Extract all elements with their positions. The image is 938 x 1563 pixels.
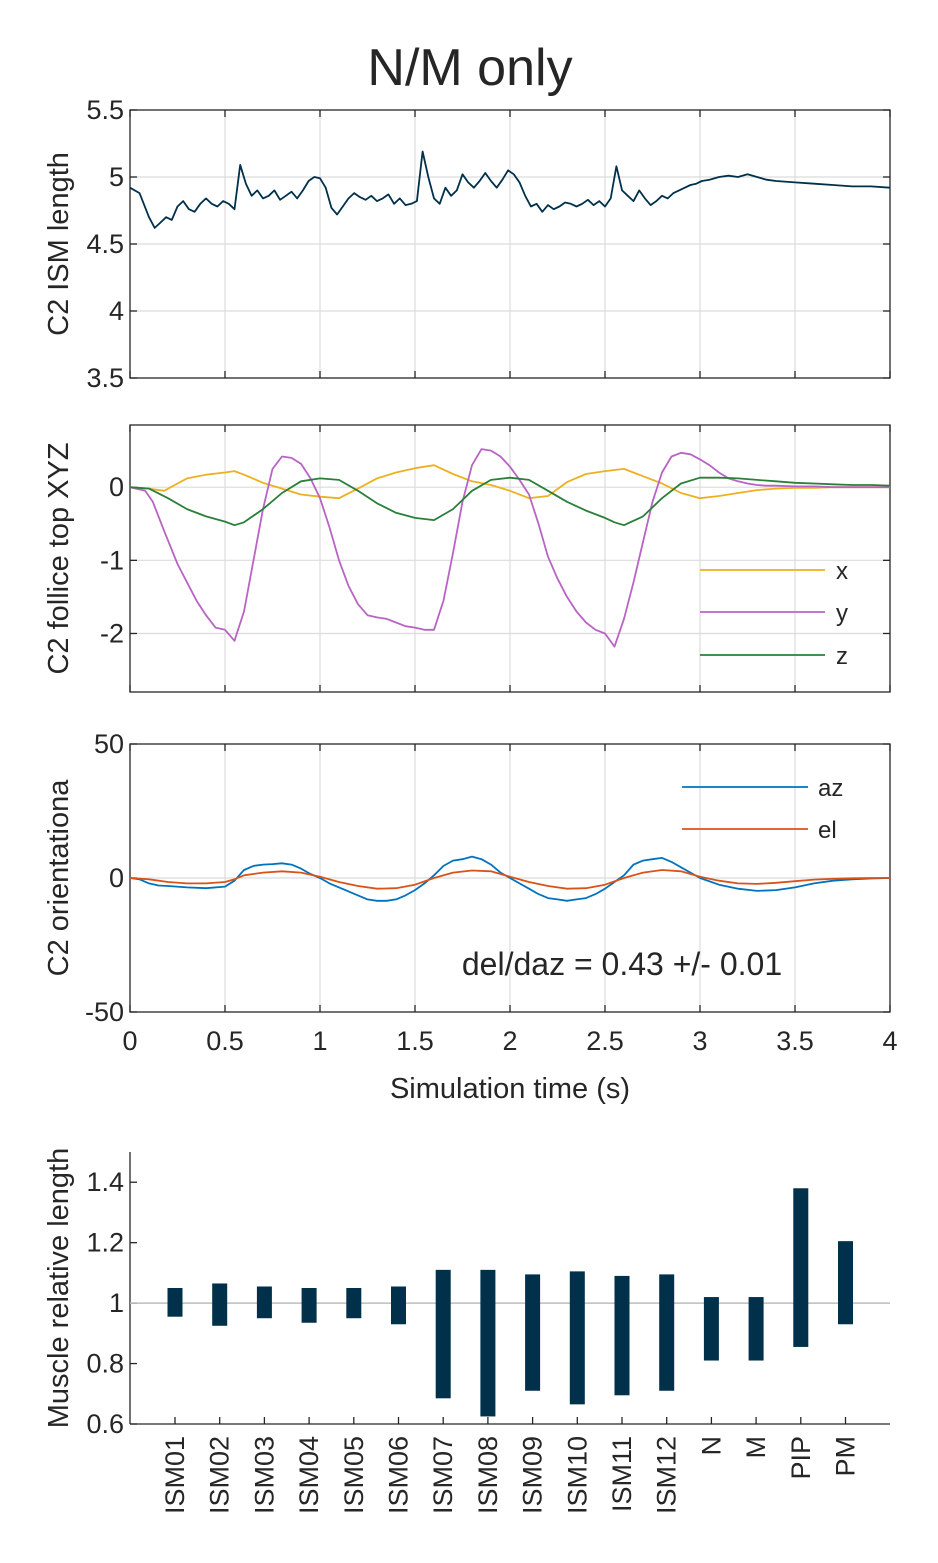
x-tick-label: 2 (502, 1026, 517, 1056)
series-line-el (129, 869, 890, 890)
y-tick-label: -1 (100, 545, 124, 575)
category-label: ISM12 (652, 1436, 682, 1514)
series-line (129, 150, 891, 229)
y-axis-label: C2 orientationa (43, 779, 75, 977)
category-label: ISM09 (518, 1436, 548, 1514)
x-tick-label: 2.5 (586, 1026, 624, 1056)
range-bar-ism07 (435, 1269, 451, 1399)
series-line-az (129, 855, 891, 902)
y-tick-label: -2 (100, 618, 124, 648)
range-bar-pip (793, 1188, 809, 1347)
x-axis-label: Simulation time (s) (390, 1073, 630, 1105)
category-label: ISM10 (562, 1436, 592, 1514)
y-axis-label: C2 follice top XYZ (43, 442, 75, 674)
range-bar-ism03 (256, 1286, 272, 1319)
series-line-z (129, 476, 891, 527)
range-bar-ism10 (569, 1271, 585, 1405)
x-tick-label: 3.5 (776, 1026, 814, 1056)
category-label: ISM07 (428, 1436, 458, 1514)
y-tick-label: 4 (109, 296, 124, 326)
y-tick-label: 0 (109, 472, 124, 502)
legend-label-x: x (836, 558, 848, 585)
y-tick-label: 1 (109, 1288, 124, 1318)
legend-label-z: z (836, 643, 848, 670)
legend-label-el: el (818, 817, 837, 844)
category-label: N (696, 1436, 726, 1456)
follicle-xyz-panel: -2 -1 0 C2 follice top XYZ xyz (43, 424, 891, 693)
x-tick-label: 1 (312, 1026, 327, 1056)
y-axis-label: Muscle relative length (43, 1148, 75, 1428)
category-label: PM (831, 1436, 861, 1477)
y-tick-label: 0.8 (86, 1349, 124, 1379)
category-label: ISM04 (294, 1436, 324, 1514)
range-bar-m (748, 1297, 764, 1361)
legend-label-az: az (818, 775, 843, 802)
legend-label-y: y (836, 600, 848, 627)
range-bar-ism02 (212, 1283, 228, 1326)
x-tick-label: 3 (692, 1026, 707, 1056)
range-bar-ism05 (346, 1288, 362, 1319)
category-label: M (741, 1436, 771, 1459)
range-bar-ism11 (614, 1275, 630, 1396)
range-bar-pm (838, 1241, 853, 1325)
category-label: ISM02 (205, 1436, 235, 1514)
y-tick-label: 1.4 (86, 1167, 124, 1197)
category-label: PIP (786, 1436, 816, 1480)
category-label: ISM08 (473, 1436, 503, 1514)
slope-annotation: del/daz = 0.43 +/- 0.01 (462, 946, 782, 982)
y-tick-label: 0.6 (86, 1409, 124, 1439)
category-label: ISM06 (384, 1436, 414, 1514)
category-label: ISM11 (607, 1436, 637, 1512)
series-line-x (129, 464, 890, 500)
x-tick-label: 4 (882, 1026, 897, 1056)
range-bar-ism06 (391, 1286, 406, 1325)
category-label: ISM03 (249, 1436, 279, 1514)
range-bar-ism12 (659, 1274, 675, 1391)
range-bar-ism08 (480, 1269, 496, 1417)
y-tick-label: 50 (94, 729, 124, 759)
range-bar-n (703, 1297, 719, 1361)
range-bar-ism04 (301, 1288, 317, 1323)
muscle-length-panel: 0.6 0.8 1 1.2 1.4 Muscle relative length ISM01… (43, 1148, 890, 1514)
y-tick-label: 4.5 (86, 229, 124, 259)
ism-length-panel: 3.5 4 4.5 5 5.5 C2 ISM length (43, 95, 891, 393)
x-tick-label: 0.5 (206, 1026, 244, 1056)
category-label: ISM01 (160, 1436, 190, 1514)
x-tick-label: 1.5 (396, 1026, 434, 1056)
y-tick-label: 5.5 (86, 95, 124, 125)
figure-title: N/M only (367, 39, 572, 97)
y-axis-label: C2 ISM length (43, 152, 75, 336)
y-tick-label: 1.2 (86, 1228, 124, 1258)
x-tick-label: 0 (122, 1026, 137, 1056)
series-line-y (129, 448, 890, 648)
y-tick-label: -50 (85, 997, 124, 1027)
range-bar-ism01 (167, 1288, 183, 1317)
y-tick-label: 0 (109, 863, 124, 893)
y-tick-label: 3.5 (86, 363, 124, 393)
y-tick-label: 5 (109, 162, 124, 192)
range-bar-ism09 (525, 1274, 541, 1391)
category-label: ISM05 (339, 1436, 369, 1514)
